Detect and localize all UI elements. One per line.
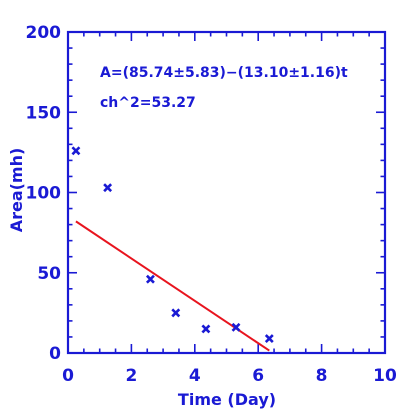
y-tick-label: 100 <box>26 184 62 204</box>
data-point <box>201 324 211 334</box>
data-point <box>71 146 81 156</box>
data-point <box>171 308 181 318</box>
y-axis-label: Area(mh) <box>7 148 26 233</box>
x-axis-label: Time (Day) <box>178 390 276 409</box>
chi-square-annotation: ch^2=53.27 <box>100 95 196 111</box>
x-tick-label: 4 <box>189 366 201 386</box>
data-point <box>103 183 113 193</box>
data-point <box>231 322 241 332</box>
x-tick-label: 0 <box>62 366 74 386</box>
x-tick-label: 2 <box>125 366 137 386</box>
fit-line <box>75 220 270 352</box>
fit-equation-annotation: A=(85.74±5.83)−(13.10±1.16)t <box>100 65 348 81</box>
y-tick-label: 50 <box>37 264 61 284</box>
x-tick-label: 10 <box>373 366 397 386</box>
y-tick-label: 0 <box>49 344 61 364</box>
data-point <box>264 334 274 343</box>
x-tick-label: 6 <box>252 366 264 386</box>
data-point <box>145 274 155 284</box>
y-tick-label: 150 <box>26 103 62 123</box>
y-tick-label: 200 <box>26 23 62 43</box>
x-tick-label: 8 <box>316 366 328 386</box>
